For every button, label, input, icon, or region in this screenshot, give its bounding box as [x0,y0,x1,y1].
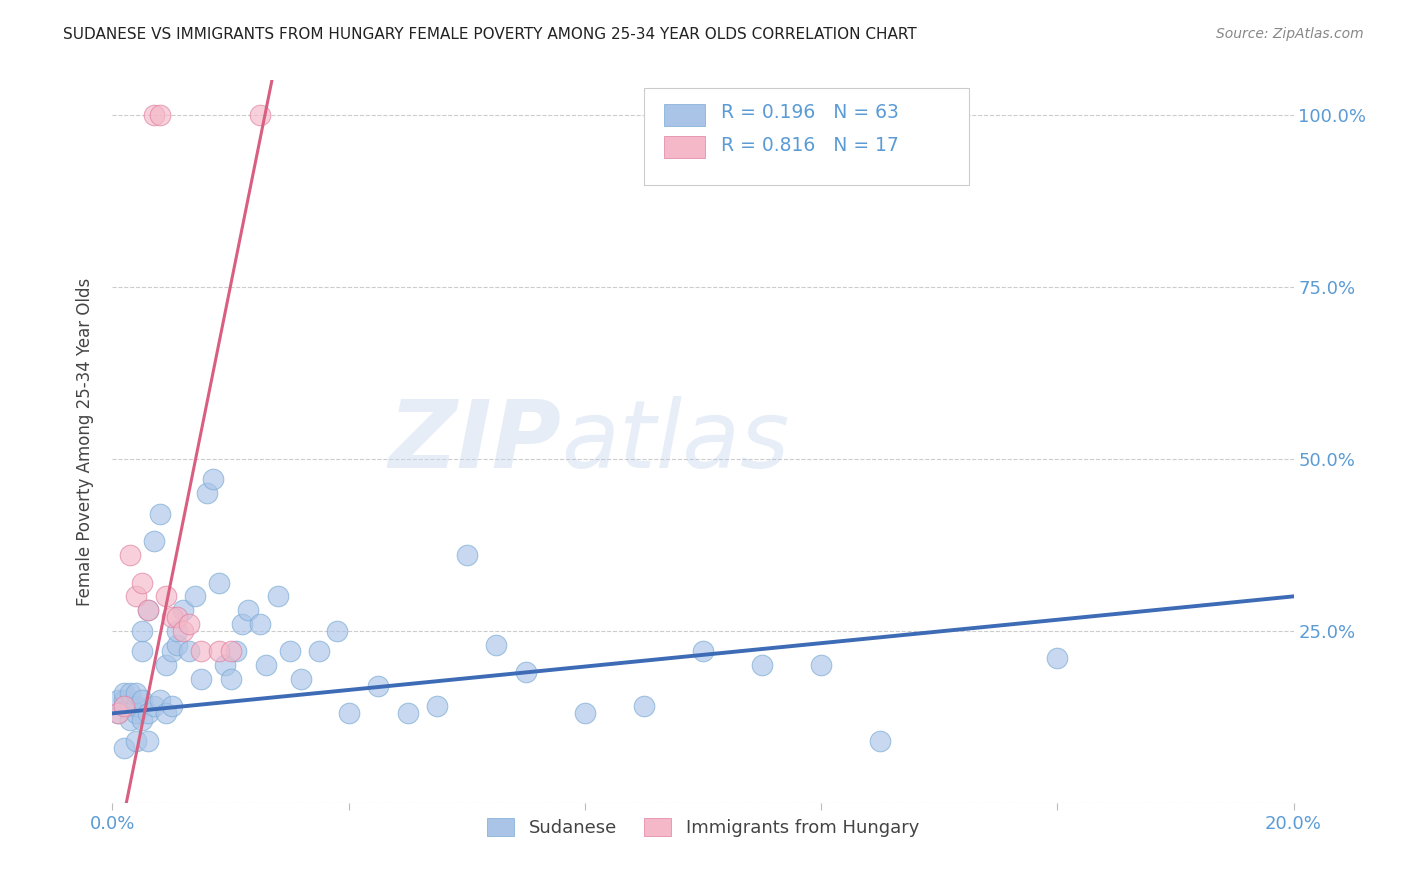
Point [120,699,142,714]
Point [136,706,159,721]
Point [396,706,419,721]
Point [160,644,183,658]
Point [131,644,153,658]
Point [692,644,714,658]
Text: atlas: atlas [561,396,790,487]
Point [190,672,212,686]
Point [869,734,891,748]
Point [155,706,177,721]
Point [131,713,153,727]
Point [337,706,360,721]
Point [125,590,148,604]
Point [131,692,153,706]
Point [131,624,153,638]
Point [112,692,135,706]
Point [166,624,188,638]
Point [136,603,159,617]
Text: R = 0.196   N = 63: R = 0.196 N = 63 [721,103,898,122]
Point [367,679,389,693]
Point [751,658,773,673]
Point [112,686,135,700]
Point [184,590,207,604]
Point [214,658,236,673]
Point [172,603,194,617]
FancyBboxPatch shape [664,136,706,158]
Point [574,706,596,721]
Point [155,590,177,604]
Point [201,472,224,486]
Point [136,734,159,748]
Point [308,644,330,658]
Legend: Sudanese, Immigrants from Hungary: Sudanese, Immigrants from Hungary [479,811,927,845]
Point [1046,651,1069,665]
Point [125,706,148,721]
Point [249,108,271,122]
Point [225,644,247,658]
FancyBboxPatch shape [644,87,969,185]
Point [166,638,188,652]
Point [136,603,159,617]
Point [107,706,129,721]
Point [179,644,201,658]
Point [142,108,165,122]
Point [426,699,449,714]
Point [208,644,231,658]
Point [278,644,301,658]
Point [112,699,135,714]
Point [485,638,508,652]
FancyBboxPatch shape [664,104,706,126]
Point [160,610,183,624]
Point [456,548,478,562]
Point [267,590,290,604]
Point [231,616,253,631]
Point [249,616,271,631]
Point [254,658,277,673]
Point [142,534,165,549]
Text: R = 0.816   N = 17: R = 0.816 N = 17 [721,136,898,155]
Point [125,734,148,748]
Point [166,610,188,624]
Point [179,616,201,631]
Point [107,706,129,721]
Point [149,692,172,706]
Point [190,644,212,658]
Point [149,108,172,122]
Text: SUDANESE VS IMMIGRANTS FROM HUNGARY FEMALE POVERTY AMONG 25-34 YEAR OLDS CORRELA: SUDANESE VS IMMIGRANTS FROM HUNGARY FEMA… [63,27,917,42]
Point [160,699,183,714]
Point [120,548,142,562]
Point [142,699,165,714]
Point [633,699,655,714]
Point [326,624,349,638]
Point [238,603,260,617]
Point [195,486,218,500]
Point [120,713,142,727]
Point [155,658,177,673]
Point [120,686,142,700]
Point [125,686,148,700]
Point [107,692,129,706]
Point [219,672,242,686]
Point [149,507,172,521]
Text: ZIP: ZIP [388,395,561,488]
Point [810,658,832,673]
Point [125,699,148,714]
Point [290,672,312,686]
Point [208,575,231,590]
Point [112,740,135,755]
Point [112,699,135,714]
Point [131,575,153,590]
Point [219,644,242,658]
Text: Source: ZipAtlas.com: Source: ZipAtlas.com [1216,27,1364,41]
Y-axis label: Female Poverty Among 25-34 Year Olds: Female Poverty Among 25-34 Year Olds [76,277,94,606]
Point [172,624,194,638]
Point [515,665,537,679]
